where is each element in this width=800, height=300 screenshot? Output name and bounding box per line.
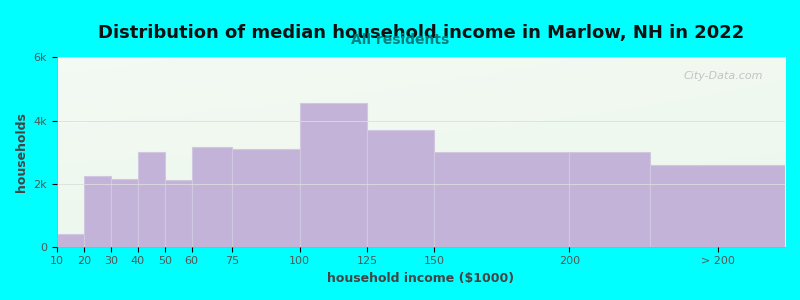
Bar <box>165 181 192 247</box>
Text: All residents: All residents <box>351 32 449 46</box>
Title: Distribution of median household income in Marlow, NH in 2022: Distribution of median household income … <box>98 24 744 42</box>
Bar <box>57 234 84 247</box>
Bar <box>84 176 111 247</box>
Bar <box>138 152 165 247</box>
Bar <box>434 152 570 247</box>
Bar <box>192 147 232 247</box>
Bar <box>367 130 434 247</box>
Bar <box>232 149 300 247</box>
Text: City-Data.com: City-Data.com <box>684 71 763 81</box>
Bar <box>570 152 650 247</box>
Bar <box>111 179 138 247</box>
Bar <box>650 165 785 247</box>
X-axis label: household income ($1000): household income ($1000) <box>327 272 514 285</box>
Y-axis label: households: households <box>15 112 28 192</box>
Bar <box>300 103 367 247</box>
